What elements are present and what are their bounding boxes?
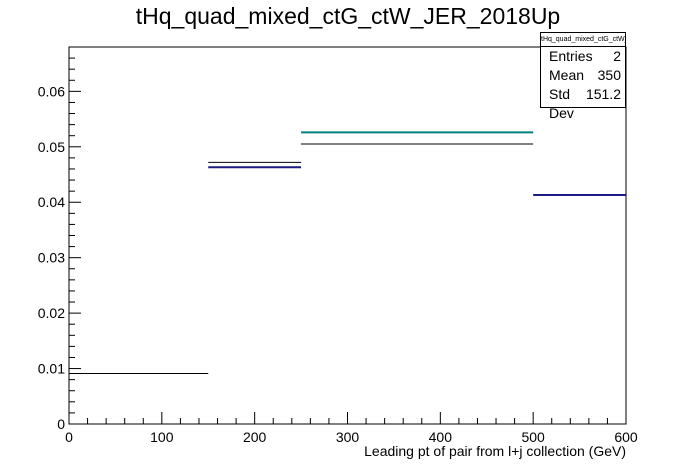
stats-box: tHq_quad_mixed_ctG_ctW_JER_2018Up Entrie… [540, 32, 626, 121]
histogram-bins [69, 131, 626, 375]
stats-label: Entries [549, 48, 593, 64]
x-axis-label: Leading pt of pair from l+j collection (… [364, 443, 626, 459]
x-tick-label: 300 [336, 429, 360, 445]
y-tick-label: 0.04 [38, 194, 65, 210]
x-tick-label: 200 [243, 429, 267, 445]
x-tick-label: 600 [614, 429, 638, 445]
stats-label: Mean [549, 67, 585, 83]
axes: 0 100 200 300 400 500 600 0 0.01 0.02 0.03 0.04 0.05… [38, 46, 638, 445]
y-tick-label: 0.06 [38, 83, 65, 99]
stats-value: 151.2 [585, 86, 621, 102]
y-tick-label: 0.02 [38, 305, 65, 321]
stats-label: Std Dev [549, 86, 574, 121]
stats-box-title: tHq_quad_mixed_ctG_ctW_JER_2018Up [541, 33, 625, 47]
x-tick-label: 0 [65, 429, 73, 445]
stats-row-stddev: Std Dev 151.2 [541, 85, 625, 121]
x-tick-label: 400 [429, 429, 453, 445]
y-tick-label: 0.03 [38, 250, 65, 266]
x-tick-label: 100 [150, 429, 174, 445]
stats-row-entries: Entries 2 [541, 47, 625, 66]
stats-value: 2 [613, 48, 621, 64]
x-tick-label: 500 [521, 429, 545, 445]
chart-title: tHq_quad_mixed_ctG_ctW_JER_2018Up [135, 3, 561, 29]
y-tick-label: 0.05 [38, 139, 65, 155]
y-tick-label: 0 [57, 416, 65, 432]
y-tick-label: 0.01 [38, 361, 65, 377]
stats-row-mean: Mean 350 [541, 66, 625, 85]
stats-value: 350 [597, 67, 621, 83]
